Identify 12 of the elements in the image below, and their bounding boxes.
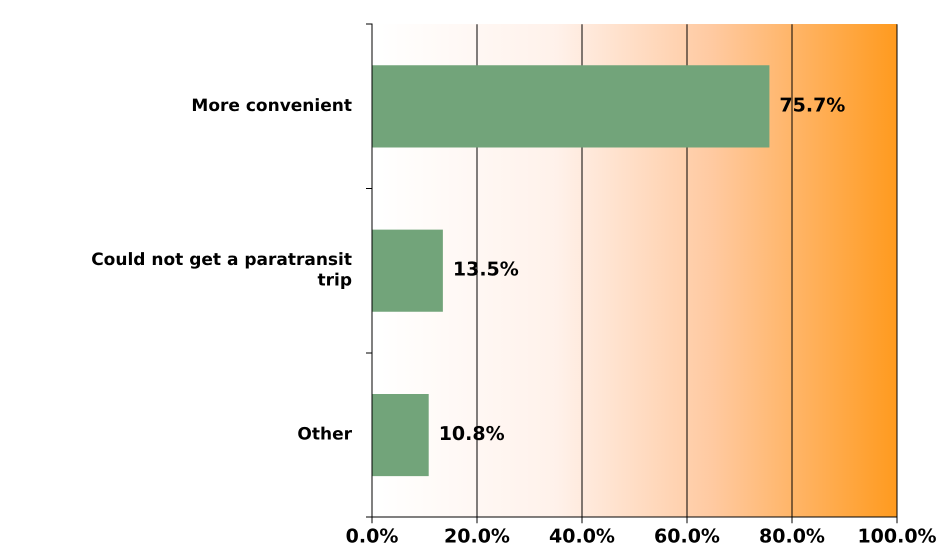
x-tick-label: 20.0% (444, 526, 510, 548)
y-tick-label: Other (297, 424, 353, 444)
x-tick-label: 100.0% (857, 526, 937, 548)
x-tick-label: 40.0% (549, 526, 615, 548)
x-tick-label: 80.0% (759, 526, 825, 548)
bar (372, 65, 770, 148)
y-tick-label: Could not get a paratransit trip (91, 250, 352, 290)
bar (372, 394, 429, 476)
bar (372, 230, 443, 312)
x-tick-label: 60.0% (654, 526, 720, 548)
y-tick-label: More convenient (191, 96, 352, 116)
x-tick-label: 0.0% (346, 526, 398, 548)
